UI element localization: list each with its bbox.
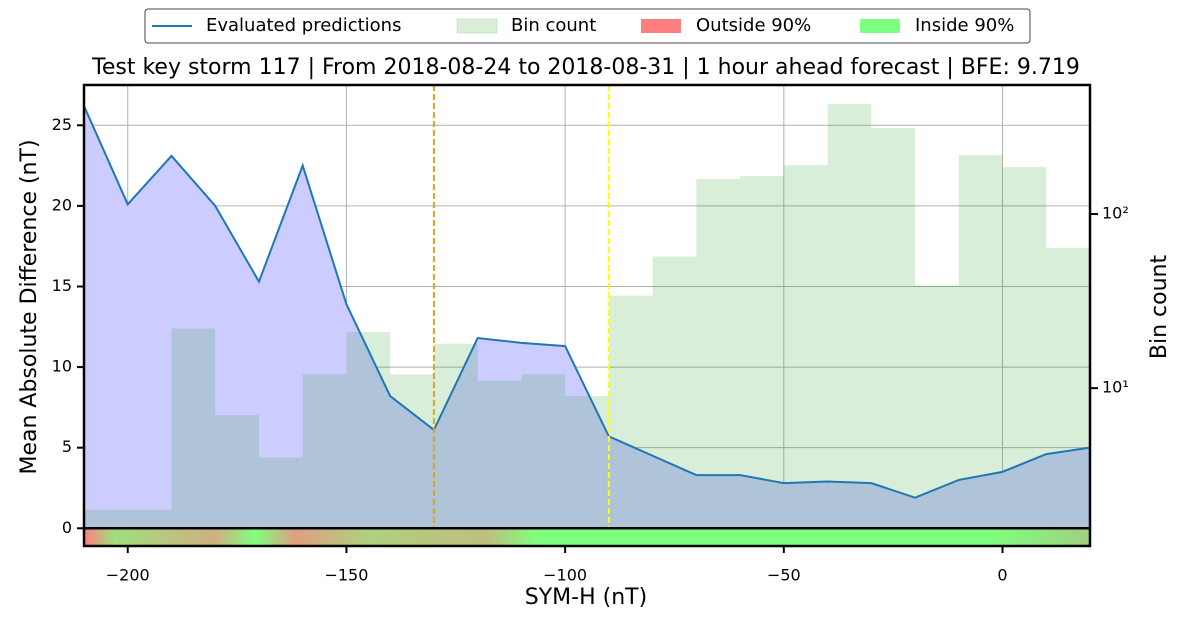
y2-tick-label: 10¹ — [1102, 378, 1129, 397]
x-axis-label: SYM-H (nT) — [525, 585, 647, 610]
plot-frame — [82, 83, 1092, 548]
x-tick-label: 0 — [997, 566, 1007, 585]
histogram-bar — [565, 396, 609, 546]
histogram-bar — [302, 374, 347, 546]
histogram-bar — [740, 176, 784, 546]
histogram-bar — [783, 165, 828, 547]
legend-swatch — [641, 19, 681, 33]
y2-axis-label: Bin count — [1147, 255, 1172, 360]
histogram-bar — [958, 155, 1003, 546]
histogram-bar — [477, 380, 522, 546]
chart-title: Test key storm 117 | From 2018-08-24 to … — [91, 55, 1080, 80]
y-tick-label: 20 — [52, 195, 72, 214]
y-tick-label: 10 — [52, 357, 72, 376]
legend-label: Outside 90% — [696, 15, 811, 36]
area — [84, 105, 1090, 529]
legend-swatch — [456, 18, 498, 34]
x-tick-label: −50 — [767, 566, 801, 585]
histogram-bar — [215, 415, 259, 546]
histogram-bar — [1002, 167, 1047, 546]
histogram-bar — [652, 256, 697, 546]
y-tick-label: 5 — [62, 437, 72, 456]
histogram-bar — [827, 104, 872, 547]
histogram-bar — [521, 374, 566, 546]
histogram-bar — [433, 343, 478, 546]
legend-label: Inside 90% — [915, 15, 1014, 36]
histogram-bar — [608, 295, 653, 546]
coverage-strip — [84, 528, 1090, 546]
histogram-bar — [346, 332, 391, 546]
legend-label: Bin count — [511, 15, 596, 36]
legend-label: Evaluated predictions — [206, 15, 401, 36]
histogram-bar — [915, 285, 959, 546]
y-tick-label: 0 — [62, 518, 72, 537]
histogram-bar — [696, 178, 741, 546]
legend-swatch — [860, 19, 900, 33]
y2-tick-label: 10² — [1102, 204, 1129, 223]
histogram-bar — [1046, 247, 1090, 546]
y-tick-label: 25 — [52, 115, 72, 134]
legend — [144, 8, 1031, 44]
y-tick-label: 15 — [52, 276, 72, 295]
x-tick-label: −150 — [324, 566, 368, 585]
x-tick-label: −100 — [543, 566, 587, 585]
y-axis-label: Mean Absolute Difference (nT) — [17, 139, 42, 474]
histogram-bar — [871, 128, 916, 546]
x-tick-label: −200 — [106, 566, 150, 585]
histogram-bar — [171, 328, 216, 546]
line — [83, 105, 1091, 499]
